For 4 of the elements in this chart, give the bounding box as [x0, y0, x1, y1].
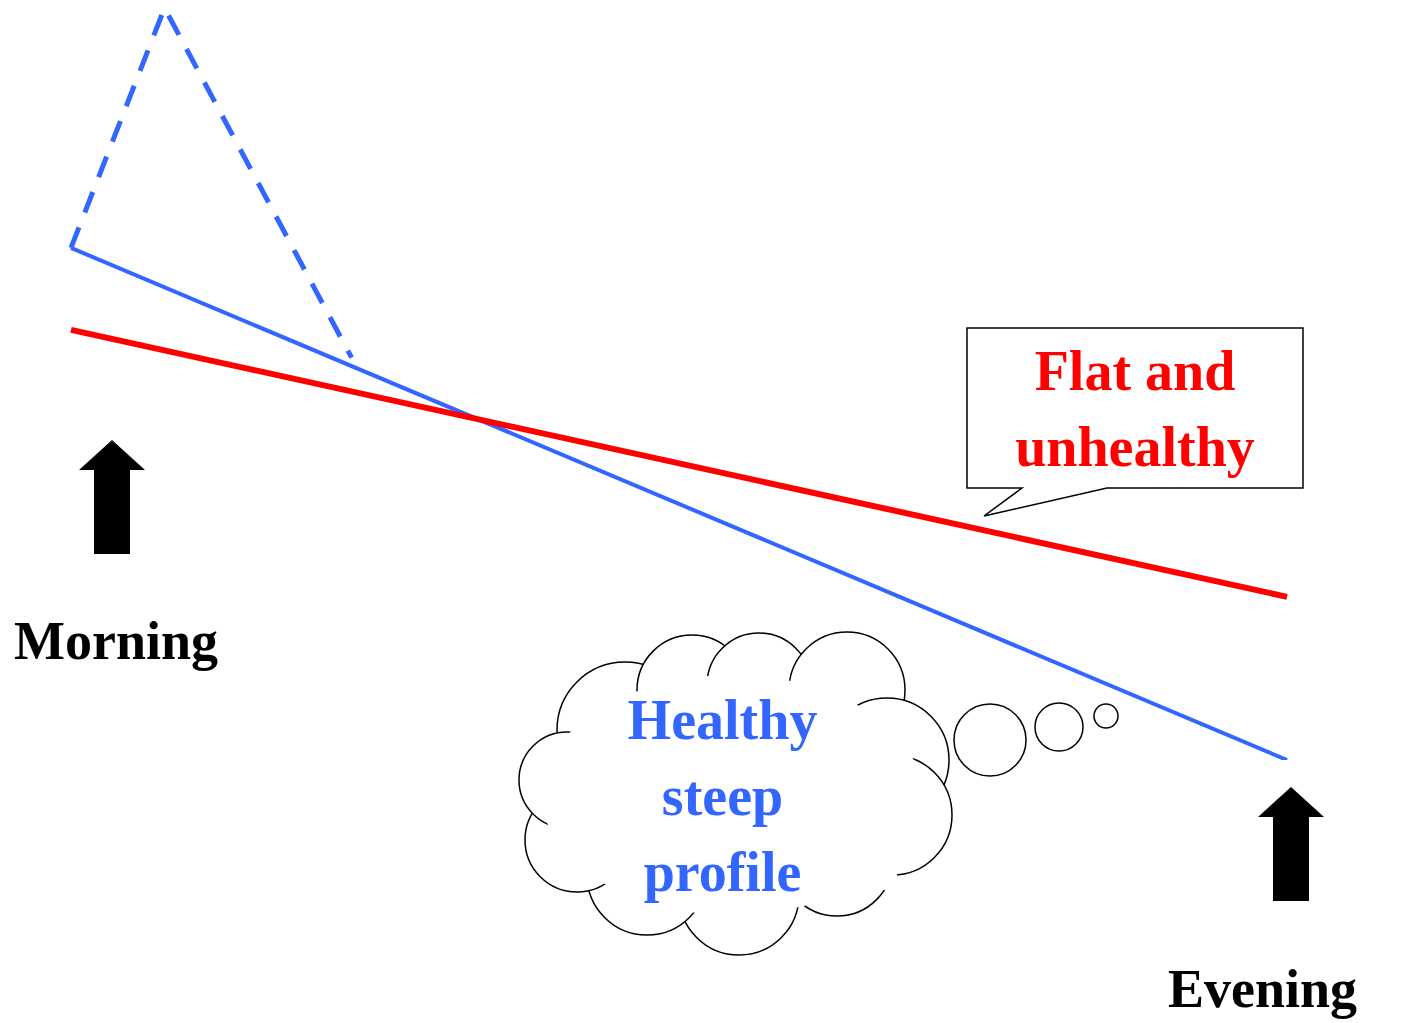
series-label: Flat and unhealthy — [1014, 339, 1256, 480]
text: Evening — [1168, 959, 1358, 1019]
annotation: Morning — [14, 611, 219, 671]
text: Healthy steep profile — [626, 688, 819, 905]
